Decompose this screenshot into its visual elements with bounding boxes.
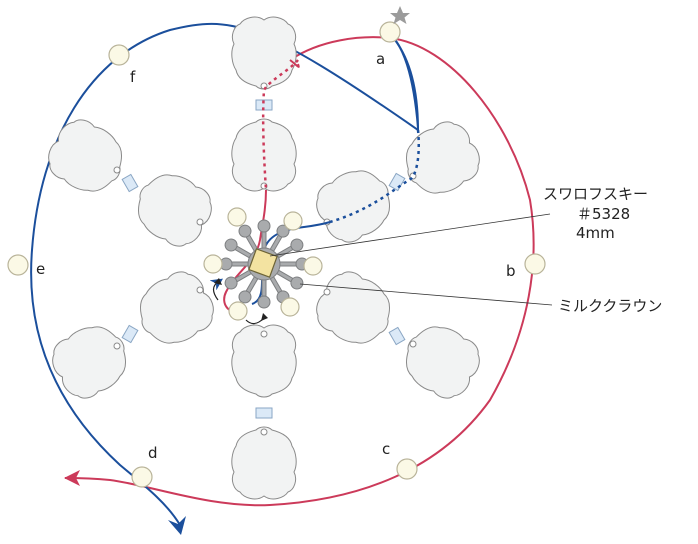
petal-upper-right-outer <box>393 113 489 206</box>
crown-beads <box>203 207 323 321</box>
blue-arrowhead-icon <box>168 516 186 535</box>
spacer-upper-left <box>121 173 139 193</box>
crystal-number-label: ＃5328 <box>577 205 630 223</box>
bead-d <box>131 466 153 488</box>
spacer-lower-left <box>121 324 139 344</box>
spacer-beads <box>121 99 406 419</box>
spacer-upper-right <box>388 172 406 192</box>
label-b: b <box>506 262 516 280</box>
blue-thread-inner-dotted <box>329 129 420 224</box>
curved-arrow-left-icon <box>209 278 223 301</box>
callout-line-crystal <box>269 213 551 257</box>
crystal-name-label: スワロフスキー <box>543 185 648 203</box>
spacer-bottom <box>255 407 273 419</box>
red-thread-inner-solid <box>289 59 300 68</box>
petal-upper-left-inner <box>125 162 221 255</box>
bead-a <box>379 21 401 43</box>
bead-f <box>108 44 130 66</box>
outer-beads <box>7 21 546 488</box>
spacer-lower-right <box>388 326 406 346</box>
curved-arrow-bottom-head-icon <box>261 313 268 321</box>
petal-lower-right-inner <box>307 263 403 356</box>
blue-thread-outer <box>30 22 420 526</box>
callout-line-crown <box>299 283 553 306</box>
petal-lower-right-outer <box>393 314 489 407</box>
petal-upper-left-outer <box>39 111 135 204</box>
label-f: f <box>130 68 136 86</box>
red-thread-outer <box>64 36 535 507</box>
label-e: e <box>36 260 45 278</box>
curved-arrow-left-head-icon <box>214 278 222 285</box>
bead-e <box>7 254 29 276</box>
label-d: d <box>148 444 158 462</box>
red-thread-inner-dotted <box>261 59 299 191</box>
petal-top-outer <box>231 16 297 90</box>
red-thread-inner-center <box>223 189 267 312</box>
milk-crown-label: ミルククラウン <box>558 297 662 315</box>
petal-bottom-outer <box>231 426 297 500</box>
label-a: a <box>376 50 385 68</box>
bead-b <box>524 253 546 275</box>
petal-upper-right-inner <box>307 158 403 251</box>
bead-c <box>396 458 418 480</box>
petal-lower-left-outer <box>43 314 139 407</box>
label-c: c <box>382 440 390 458</box>
red-arrowhead-icon <box>64 470 80 486</box>
crystal-size-label: 4mm <box>576 224 615 242</box>
star-icon <box>390 6 410 24</box>
petal-lower-left-inner <box>127 263 223 356</box>
